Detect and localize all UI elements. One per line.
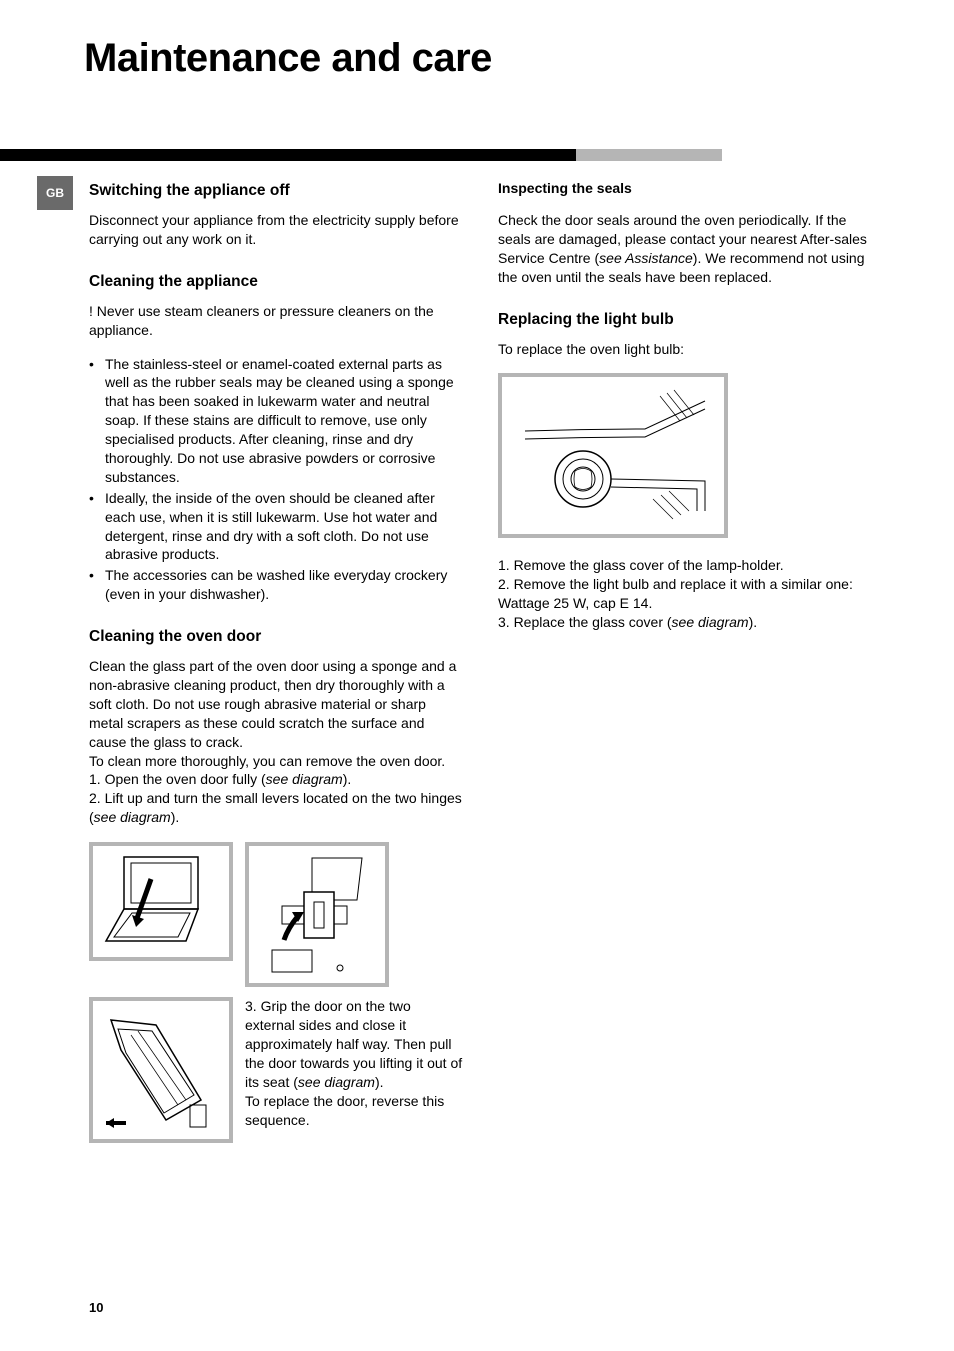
bulb-step-3-pre: 3. Replace the glass cover ( (498, 614, 672, 630)
step-2-italic: see diagram (94, 809, 171, 825)
content-area: Switching the appliance off Disconnect y… (89, 180, 873, 1143)
diagram-row-1 (89, 842, 464, 987)
diagram-hinge-lever (245, 842, 389, 987)
page-title: Maintenance and care (0, 0, 954, 81)
step-3-text: 3. Grip the door on the two external sid… (245, 997, 464, 1143)
step-1-pre: 1. Open the oven door fully ( (89, 771, 266, 787)
step-2-lift-levers: 2. Lift up and turn the small levers loc… (89, 789, 464, 827)
oven-open-door-icon (96, 849, 226, 954)
step-3-after: To replace the door, reverse this sequen… (245, 1092, 464, 1130)
text-bulb-intro: To replace the oven light bulb: (498, 340, 873, 359)
step-3-italic: see diagram (298, 1074, 375, 1090)
step-1-post: ). (343, 771, 352, 787)
bulb-step-3-post: ). (749, 614, 758, 630)
seals-italic: see Assistance (599, 250, 693, 266)
diagram-light-bulb (498, 373, 728, 538)
language-tab: GB (37, 176, 73, 210)
heading-cleaning-door: Cleaning the oven door (89, 628, 464, 646)
left-column: Switching the appliance off Disconnect y… (89, 180, 464, 1143)
heading-inspecting-seals: Inspecting the seals (498, 180, 873, 196)
header-bar-gray (576, 149, 722, 161)
text-door-cleaning: Clean the glass part of the oven door us… (89, 657, 464, 751)
bulb-step-1: 1. Remove the glass cover of the lamp-ho… (498, 556, 873, 575)
bulb-step-2: 2. Remove the light bulb and replace it … (498, 575, 873, 613)
bulb-lamp-icon (505, 381, 721, 531)
diagram-open-door (89, 842, 233, 961)
text-door-removal-intro: To clean more thoroughly, you can remove… (89, 752, 464, 771)
right-column: Inspecting the seals Check the door seal… (498, 180, 873, 1143)
text-switching-off: Disconnect your appliance from the elect… (89, 211, 464, 249)
text-inspecting-seals: Check the door seals around the oven per… (498, 211, 873, 287)
bulb-step-3: 3. Replace the glass cover (see diagram)… (498, 613, 873, 632)
header-bar-black (0, 149, 576, 161)
bulb-step-3-italic: see diagram (672, 614, 749, 630)
diagram-remove-door (89, 997, 233, 1143)
heading-replacing-bulb: Replacing the light bulb (498, 311, 873, 329)
heading-cleaning-appliance: Cleaning the appliance (89, 273, 464, 291)
header-divider (0, 149, 954, 161)
remove-door-icon (96, 1005, 226, 1135)
step-1-open-door: 1. Open the oven door fully (see diagram… (89, 770, 464, 789)
warning-steam: ! Never use steam cleaners or pressure c… (89, 302, 464, 340)
list-item: Ideally, the inside of the oven should b… (89, 489, 464, 565)
hinge-lever-icon (252, 850, 382, 980)
page-number: 10 (89, 1300, 103, 1315)
cleaning-bullet-list: The stainless-steel or enamel-coated ext… (89, 355, 464, 605)
list-item: The accessories can be washed like every… (89, 566, 464, 604)
list-item: The stainless-steel or enamel-coated ext… (89, 355, 464, 487)
step-1-italic: see diagram (266, 771, 343, 787)
step-3-post: ). (375, 1074, 384, 1090)
step-2-post: ). (171, 809, 180, 825)
heading-switching-off: Switching the appliance off (89, 182, 464, 200)
step-3-container: 3. Grip the door on the two external sid… (89, 997, 464, 1143)
